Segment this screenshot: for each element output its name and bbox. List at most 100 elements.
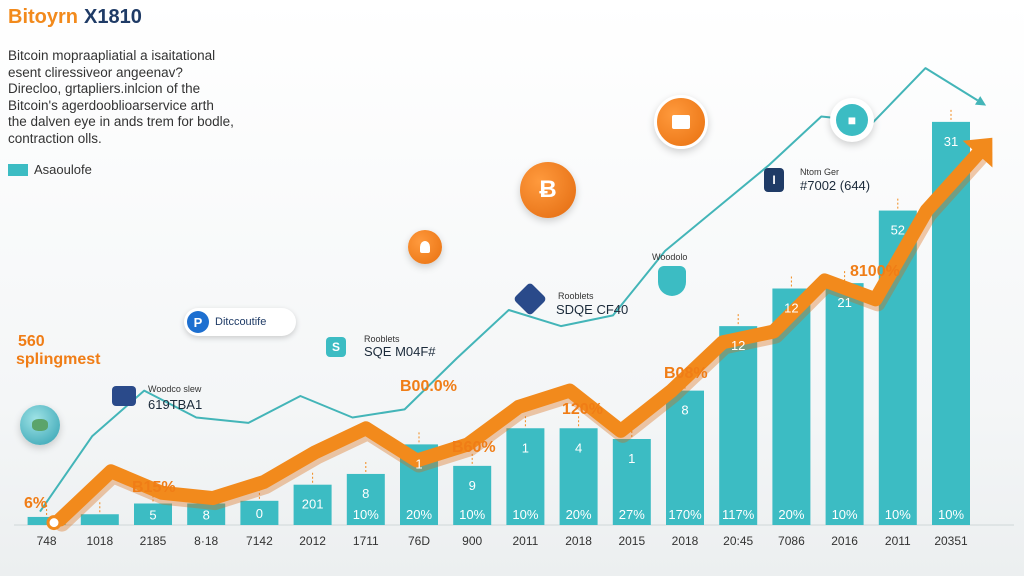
bar-value-label: 52 — [891, 223, 905, 238]
orange-annotation: B60% — [452, 439, 496, 456]
dark-annotation: 619TBA1 — [148, 397, 202, 412]
payment-pill-badge: P Ditccoutife — [184, 308, 296, 336]
dark-annotation: #7002 (644) — [800, 178, 870, 193]
x-tick-label: 8·18 — [194, 534, 218, 548]
x-tick-label: 900 — [462, 534, 482, 548]
small-annotation: Woodolo — [652, 252, 687, 262]
bitcoin-coin-icon: Ƀ — [520, 162, 576, 218]
bar-value-label: 9 — [469, 478, 476, 493]
chart-title-part-b: X1810 — [84, 6, 142, 28]
dollar-square-letter: S — [331, 340, 340, 354]
bar — [27, 516, 66, 525]
bar — [506, 428, 545, 525]
description-line: contraction olls. — [8, 130, 102, 146]
x-tick-label: 2015 — [618, 534, 645, 548]
chart-title-part-a: Bitoyrn — [8, 6, 78, 28]
bar-percent-label: 10% — [832, 507, 858, 522]
bar-value-label: 4 — [575, 440, 582, 455]
bar-value-label: 8 — [362, 486, 369, 501]
legend: Asaoulofe — [8, 162, 92, 177]
x-tick-label: 2012 — [299, 534, 326, 548]
description-line: Direcloo, grtapliers.inlcion of the — [8, 81, 201, 96]
orange-annotation: B15% — [132, 479, 176, 496]
x-tick-label: 2018 — [672, 534, 699, 548]
bar-percent-label: 10% — [885, 507, 911, 522]
x-tick-label: 20351 — [934, 534, 968, 548]
bar-percent-label: 27% — [619, 507, 645, 522]
x-tick-label: 76D — [408, 534, 430, 548]
legend-label: Asaoulofe — [34, 162, 92, 177]
bar — [559, 428, 598, 525]
bar — [612, 439, 651, 525]
small-annotation: Ntom Ger — [800, 167, 839, 177]
bar — [666, 390, 704, 525]
small-annotation: Rooblets — [558, 291, 594, 301]
bar-percent-label: 10% — [459, 507, 485, 522]
bar-value-label: 1 — [628, 451, 635, 466]
bar-percent-label: 170% — [668, 507, 702, 522]
line-group — [39, 67, 993, 532]
bar-value-label: 8 — [681, 403, 688, 418]
x-tick-label: 2018 — [565, 534, 592, 548]
bar — [825, 283, 864, 525]
orange-annotation: B00.0% — [400, 378, 457, 395]
x-tick-label: 2016 — [831, 534, 858, 548]
bar-value-label: 31 — [944, 134, 958, 149]
bar — [453, 465, 492, 525]
legend-swatch — [8, 163, 28, 176]
orange-annotation: 120% — [562, 401, 603, 418]
bar — [240, 500, 279, 525]
bar-percent-label: 10% — [353, 507, 379, 522]
small-annotation: Woodco slew — [148, 384, 202, 394]
x-tick-label: 7086 — [778, 534, 805, 548]
orange-annotation: 6% — [24, 495, 47, 512]
pill-text: Ditccoutife — [215, 316, 267, 328]
bar-value-label: 1 — [415, 456, 422, 471]
bar — [719, 326, 758, 525]
x-tick-label: 2011 — [885, 534, 911, 548]
small-annotation: Rooblets — [364, 334, 400, 344]
card-icon — [112, 386, 136, 406]
orange-annotation: B08% — [664, 365, 708, 382]
x-tick-label: 1018 — [86, 534, 113, 548]
description-line: the dalven eye in ands trem for bodle, — [8, 114, 234, 129]
label-group: 748 1018 2185 5 8·18 8 7142 0 2012 201 1711 8 10% 76D… — [16, 134, 968, 548]
price-line-arrow — [974, 96, 987, 106]
x-tick-label: 748 — [37, 534, 57, 548]
x-tick-label: 1711 — [353, 534, 379, 548]
bar — [346, 473, 385, 525]
bar-value-label: 21 — [837, 295, 851, 310]
info-square-letter: I — [772, 173, 776, 187]
bar-value-label: 12 — [731, 338, 745, 353]
x-tick-label: 7142 — [246, 534, 273, 548]
bar-value-label: 5 — [149, 507, 156, 522]
x-tick-label: 20:45 — [723, 534, 753, 548]
bar-percent-label: 20% — [406, 507, 432, 522]
globe-icon — [20, 405, 60, 445]
dark-annotation: SDQE CF40 — [556, 302, 628, 317]
bar-value-label: 1 — [522, 440, 529, 455]
orange-annotation: 8100% — [850, 263, 900, 280]
chart-title: Bitoyrn X1810 — [8, 6, 142, 29]
paypal-icon: P — [187, 311, 209, 333]
dark-annotation: SQE M04F# — [364, 344, 436, 359]
pill-letter: P — [193, 314, 203, 330]
bar-value-label: 201 — [302, 497, 324, 512]
bar-percent-label: 20% — [778, 507, 804, 522]
orange-annotation: 560 — [18, 333, 45, 350]
description-line: esent cliressiveor angeenav? — [8, 64, 183, 80]
orange-annotation: splingmest — [16, 351, 101, 368]
trend-start-dot — [46, 515, 62, 531]
description-line: Bitcoin's agerdooblioarservice arth — [8, 97, 214, 113]
bar-value-label: 0 — [256, 506, 263, 521]
coin-icon-small — [408, 230, 442, 264]
bar-group — [14, 109, 1014, 526]
bar-percent-label: 10% — [512, 507, 538, 522]
bar-percent-label: 117% — [722, 507, 755, 522]
dollar-square-icon: S — [326, 337, 346, 357]
chart-description: Bitcoin mopraapliatial a isaitational es… — [8, 48, 238, 147]
teal-coin-icon: ■ — [830, 98, 874, 142]
bar — [80, 514, 119, 525]
bar — [293, 484, 332, 525]
bar — [187, 503, 226, 525]
